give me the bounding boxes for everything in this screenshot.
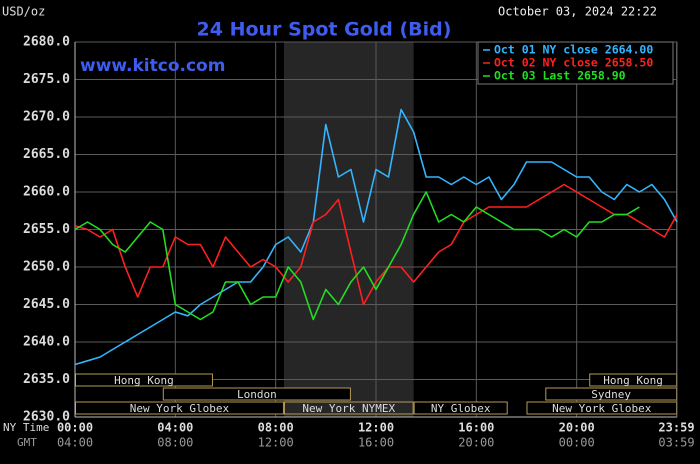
y-tick-label: 2675.0 — [23, 72, 70, 87]
session-box — [162, 387, 351, 401]
x-tick-label: 16:00 — [458, 421, 494, 435]
x-tick-label: 23:59 — [658, 421, 694, 435]
session-label: London — [237, 388, 277, 401]
y-tick-label: 2660.0 — [23, 185, 70, 200]
y-tick-label: 2645.0 — [23, 297, 70, 312]
x-tick-label: 04:00 — [157, 421, 193, 435]
y-tick-label: 2635.0 — [23, 372, 70, 387]
x-tick-label: 00:00 — [57, 421, 93, 435]
y-tick-label: 2650.0 — [23, 260, 70, 275]
y-tick-label: 2630.0 — [23, 410, 70, 425]
session-label: Hong Kong — [603, 374, 663, 387]
plot-underlay — [74, 41, 677, 418]
legend-label: Oct 02 NY close 2658.50 — [494, 56, 653, 70]
y-tick-label: 2680.0 — [23, 35, 70, 50]
session-label: New York Globex — [130, 402, 230, 415]
session-label: Hong Kong — [114, 374, 174, 387]
legend-label: Oct 03 Last 2658.90 — [494, 69, 626, 83]
x2-tick-label: 08:00 — [157, 436, 193, 450]
x2-axis-label: GMT — [17, 436, 37, 449]
series-line — [74, 191, 640, 321]
session-label: NY Globex — [431, 402, 491, 415]
y-tick-label: 2670.0 — [23, 110, 70, 125]
series-line — [74, 108, 678, 366]
session-box — [413, 401, 508, 415]
session-label: New York NYMEX — [302, 402, 395, 415]
legend-label: Oct 01 NY close 2664.00 — [494, 43, 653, 57]
date: October 03, 2024 22:22 — [498, 5, 657, 19]
x-axis-label: NY Time — [3, 421, 49, 434]
session-label: Sydney — [591, 388, 631, 401]
session-box — [283, 401, 414, 415]
session-label: New York Globex — [552, 402, 652, 415]
y-axis-label: USD/oz — [2, 5, 45, 19]
x2-tick-label: 03:59 — [658, 436, 694, 450]
series-line — [74, 183, 678, 306]
x-tick-label: 08:00 — [258, 421, 294, 435]
y-tick-label: 2655.0 — [23, 222, 70, 237]
x-tick-label: 12:00 — [358, 421, 394, 435]
x2-tick-label: 12:00 — [258, 436, 294, 450]
y-tick-label: 2640.0 — [23, 335, 70, 350]
x-tick-label: 20:00 — [559, 421, 595, 435]
watermark: www.kitco.com — [80, 56, 225, 76]
x2-tick-label: 04:00 — [57, 436, 93, 450]
y-tick-label: 2665.0 — [23, 147, 70, 162]
x2-tick-label: 20:00 — [458, 436, 494, 450]
chart-title: 24 Hour Spot Gold (Bid) — [197, 19, 452, 41]
x2-tick-label: 16:00 — [358, 436, 394, 450]
legend-box — [477, 41, 674, 85]
x2-tick-label: 00:00 — [559, 436, 595, 450]
